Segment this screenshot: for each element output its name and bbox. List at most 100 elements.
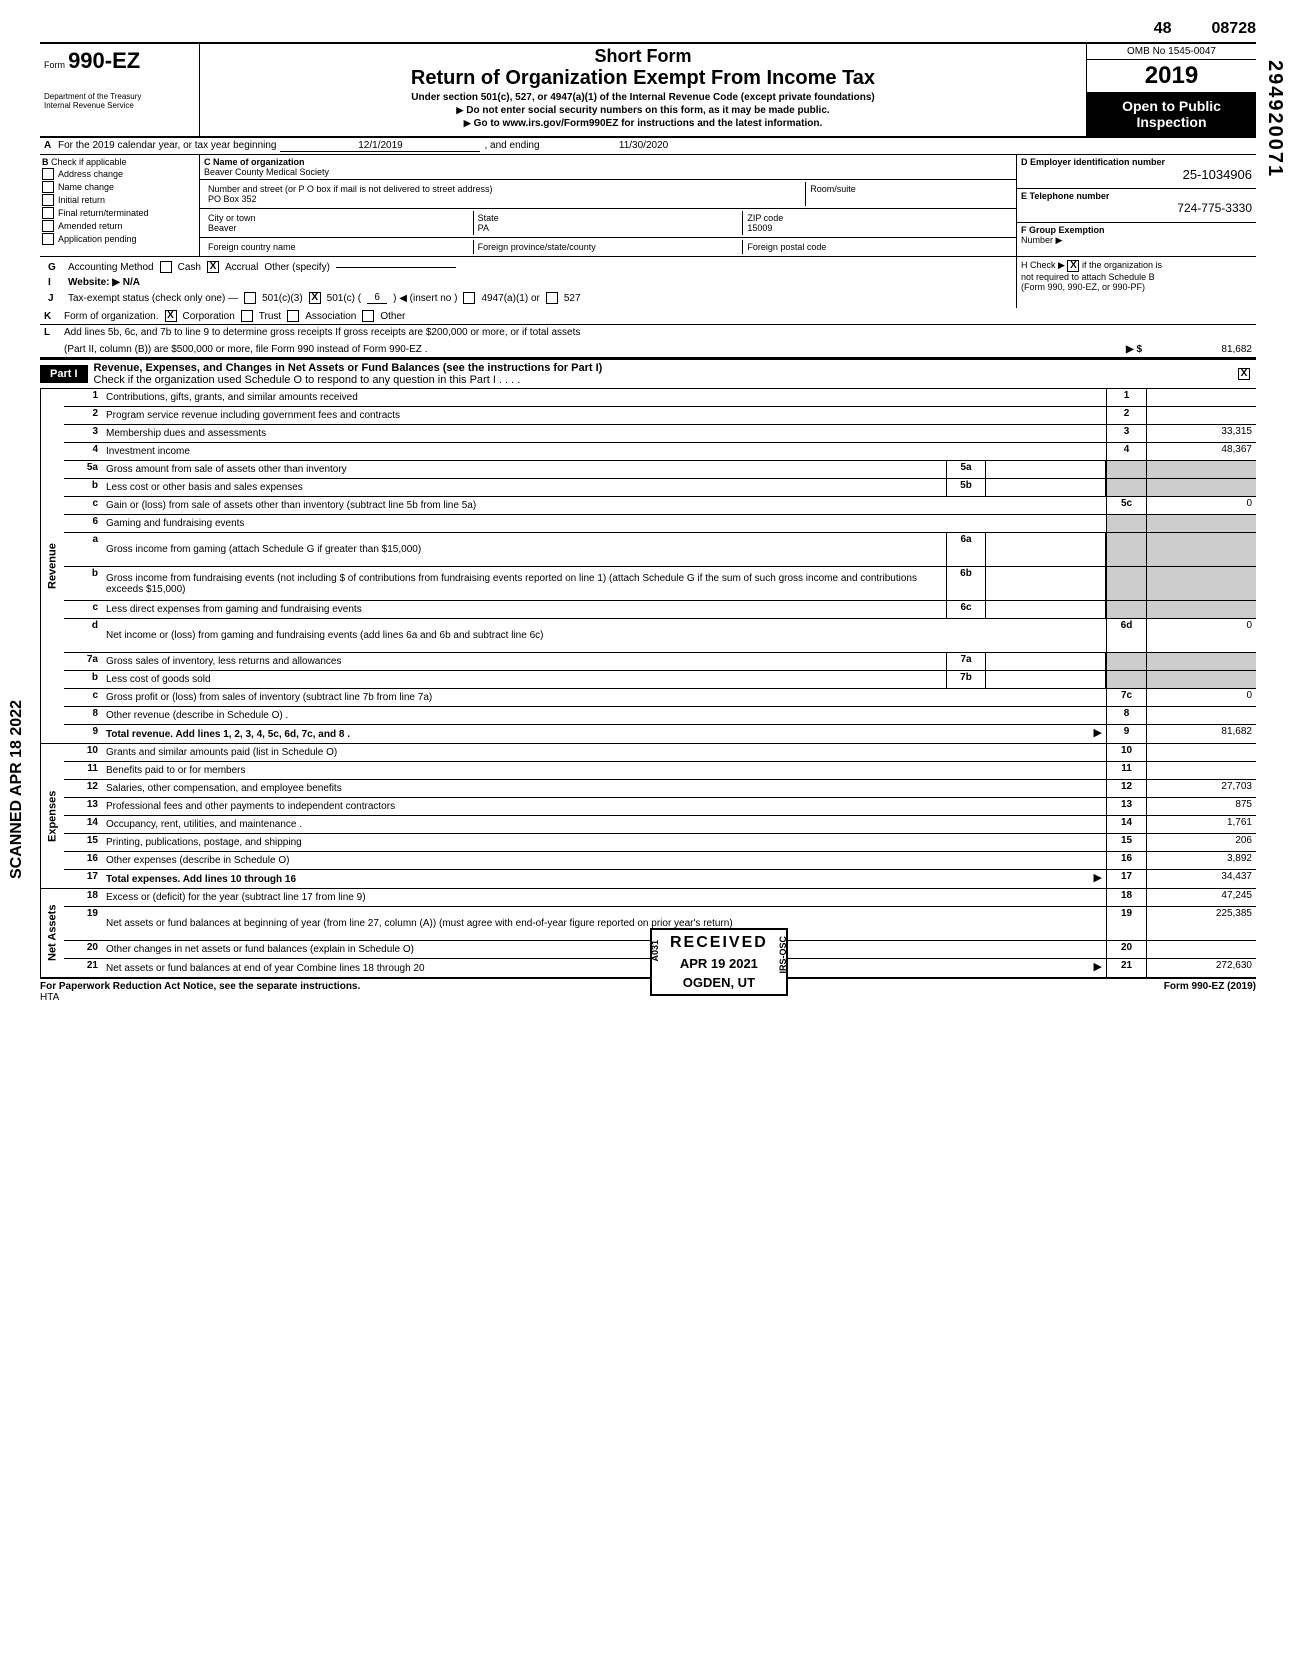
fpc-label: Foreign postal code [743, 240, 1012, 254]
l-label: L [44, 327, 58, 338]
right-line-number: 3 [1106, 425, 1146, 442]
right-line-value[interactable] [1146, 407, 1256, 424]
right-line-value[interactable]: 225,385 [1146, 907, 1256, 940]
right-line-value[interactable] [1146, 515, 1256, 532]
mid-line-value[interactable] [986, 601, 1106, 618]
chk-accrual[interactable] [207, 261, 219, 273]
ein-value[interactable]: 25-1034906 [1021, 167, 1252, 182]
chk-schedule-o[interactable] [1238, 368, 1250, 380]
mid-line-value[interactable] [986, 533, 1106, 566]
right-line-value[interactable] [1146, 762, 1256, 779]
mid-line-value[interactable] [986, 671, 1106, 688]
f-label2: Number ▶ [1021, 235, 1062, 245]
right-line-value[interactable] [1146, 671, 1256, 688]
chk-corporation[interactable] [165, 310, 177, 322]
stamp-date: APR 19 2021 [670, 956, 768, 971]
line-description: Gaming and fundraising events [104, 515, 1106, 532]
right-line-number: 2 [1106, 407, 1146, 424]
chk-4947[interactable] [463, 292, 475, 304]
right-line-value[interactable]: 1,761 [1146, 816, 1256, 833]
right-line-number [1106, 567, 1146, 600]
mid-line-value[interactable] [986, 479, 1106, 496]
lbl-trust: Trust [259, 311, 281, 322]
chk-name-change[interactable] [42, 181, 54, 193]
right-line-value[interactable]: 272,630 [1146, 959, 1256, 977]
chk-501c[interactable] [309, 292, 321, 304]
grid-row: 14Occupancy, rent, utilities, and mainte… [64, 816, 1256, 834]
right-line-value[interactable]: 0 [1146, 619, 1256, 652]
right-line-value[interactable]: 33,315 [1146, 425, 1256, 442]
chk-cash[interactable] [160, 261, 172, 273]
chk-other-org[interactable] [362, 310, 374, 322]
right-line-value[interactable]: 3,892 [1146, 852, 1256, 869]
tax-year-begin[interactable]: 12/1/2019 [280, 140, 480, 152]
line-number: 5a [64, 461, 104, 478]
chk-amended[interactable] [42, 220, 54, 232]
right-line-value[interactable] [1146, 653, 1256, 670]
right-line-value[interactable] [1146, 707, 1256, 724]
chk-527[interactable] [546, 292, 558, 304]
tax-year-end[interactable]: 11/30/2020 [544, 140, 744, 152]
g-text: Accounting Method [68, 262, 154, 273]
right-line-number: 20 [1106, 941, 1146, 958]
org-name[interactable]: Beaver County Medical Society [204, 167, 1012, 177]
right-line-value[interactable]: 48,367 [1146, 443, 1256, 460]
footer-hta: HTA [40, 992, 59, 1003]
right-line-value[interactable] [1146, 941, 1256, 958]
lbl-501c3: 501(c)(3) [262, 293, 303, 304]
line-number: 11 [64, 762, 104, 779]
right-line-value[interactable] [1146, 389, 1256, 406]
right-line-number: 7c [1106, 689, 1146, 706]
line-description: Other revenue (describe in Schedule O) . [104, 707, 1106, 724]
grid-row: 8Other revenue (describe in Schedule O) … [64, 707, 1256, 725]
zip-value[interactable]: 15009 [747, 223, 1008, 233]
phone-value[interactable]: 724-775-3330 [1021, 201, 1252, 215]
right-line-value[interactable]: 206 [1146, 834, 1256, 851]
mid-line-number: 6c [946, 601, 986, 618]
chk-final-return[interactable] [42, 207, 54, 219]
right-line-value[interactable]: 875 [1146, 798, 1256, 815]
right-line-value[interactable]: 27,703 [1146, 780, 1256, 797]
mid-line-value[interactable] [986, 461, 1106, 478]
chk-h[interactable] [1067, 260, 1079, 272]
chk-app-pending[interactable] [42, 233, 54, 245]
right-line-value[interactable] [1146, 744, 1256, 761]
chk-trust[interactable] [241, 310, 253, 322]
right-line-value[interactable]: 34,437 [1146, 870, 1256, 888]
right-line-number [1106, 653, 1146, 670]
right-line-value[interactable]: 47,245 [1146, 889, 1256, 906]
h-text4: (Form 990, 990-EZ, or 990-PF) [1021, 282, 1252, 292]
mid-line-value[interactable] [986, 567, 1106, 600]
line-description: Grants and similar amounts paid (list in… [104, 744, 1106, 761]
arrow-icon: ▶ [1090, 959, 1106, 977]
chk-address-change[interactable] [42, 168, 54, 180]
lbl-insert-no: ) ◀ (insert no ) [393, 293, 457, 304]
line-number: 6 [64, 515, 104, 532]
right-line-value[interactable] [1146, 461, 1256, 478]
line-description: Benefits paid to or for members [104, 762, 1106, 779]
line-description: Gross income from fundraising events (no… [104, 567, 946, 600]
right-line-value[interactable] [1146, 479, 1256, 496]
right-line-value[interactable] [1146, 567, 1256, 600]
other-method-input[interactable] [336, 267, 456, 268]
l-arrow: ▶ $ [1126, 344, 1142, 355]
right-line-value[interactable] [1146, 601, 1256, 618]
right-line-value[interactable]: 0 [1146, 497, 1256, 514]
right-line-value[interactable]: 81,682 [1146, 725, 1256, 743]
mid-line-value[interactable] [986, 653, 1106, 670]
501c-number[interactable]: 6 [367, 292, 387, 304]
stamp-location: OGDEN, UT [670, 975, 768, 990]
street-value[interactable]: PO Box 352 [208, 194, 801, 204]
grid-row: 13Professional fees and other payments t… [64, 798, 1256, 816]
chk-association[interactable] [287, 310, 299, 322]
right-line-value[interactable]: 0 [1146, 689, 1256, 706]
lbl-association: Association [305, 311, 356, 322]
line-number: b [64, 479, 104, 496]
chk-initial-return[interactable] [42, 194, 54, 206]
right-line-number: 19 [1106, 907, 1146, 940]
chk-501c3[interactable] [244, 292, 256, 304]
right-line-value[interactable] [1146, 533, 1256, 566]
state-value[interactable]: PA [478, 223, 739, 233]
lbl-4947: 4947(a)(1) or [481, 293, 539, 304]
city-value[interactable]: Beaver [208, 223, 469, 233]
